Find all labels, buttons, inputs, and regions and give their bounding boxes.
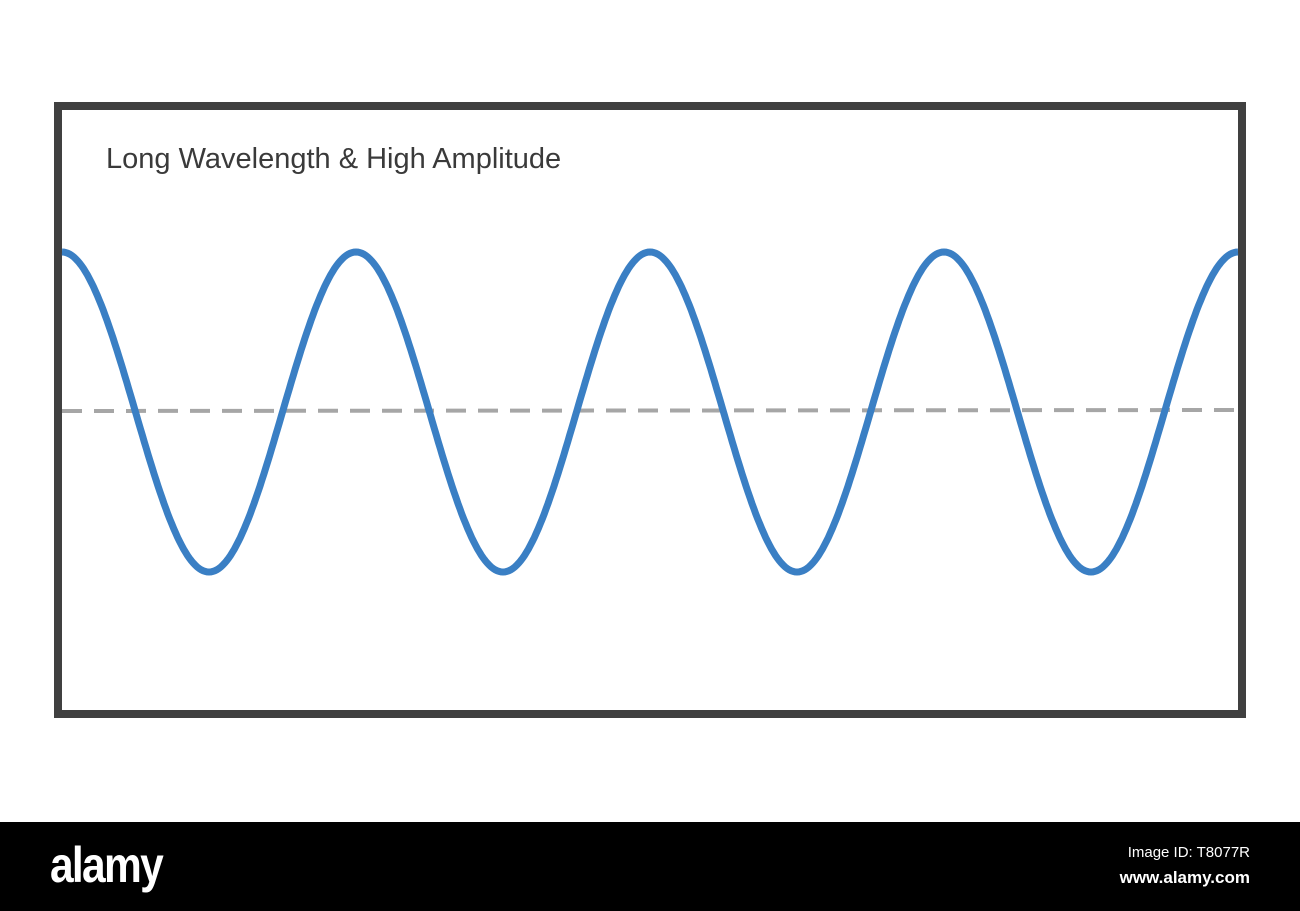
diagram-title: Long Wavelength & High Amplitude bbox=[106, 143, 562, 175]
alamy-logo: alamy bbox=[50, 837, 164, 893]
image-id-label: Image ID: T8077R bbox=[1127, 844, 1250, 861]
watermark-bar: alamy Image ID: T8077R www.alamy.com bbox=[0, 822, 1300, 911]
baseline-dashed-line bbox=[61, 408, 1239, 413]
wave-curve bbox=[61, 248, 1239, 576]
site-link: www.alamy.com bbox=[1119, 868, 1250, 887]
